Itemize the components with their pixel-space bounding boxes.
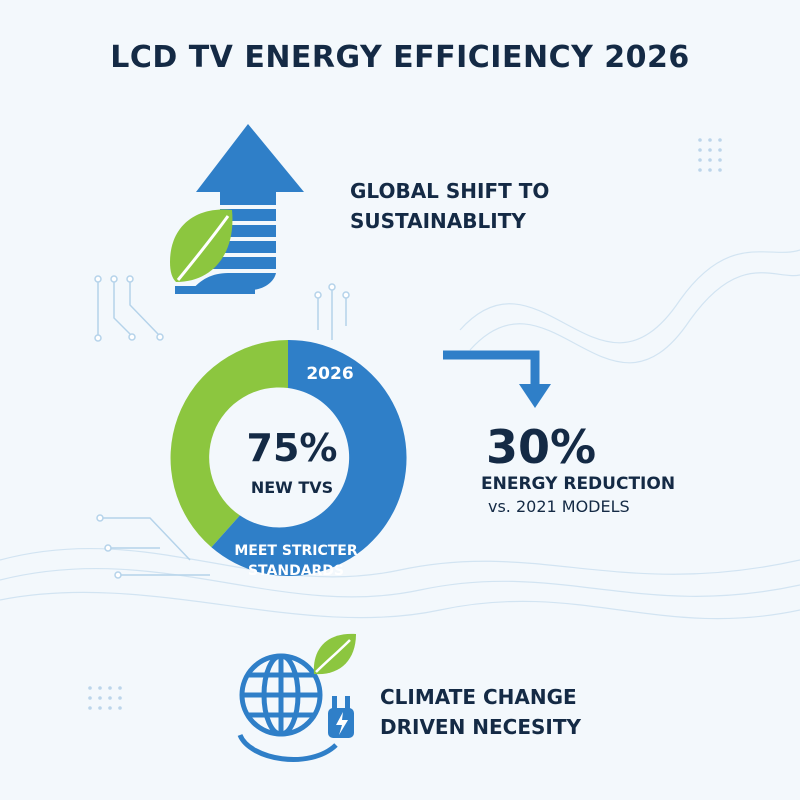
leaf-icon	[170, 209, 233, 282]
shift-caption: GLOBAL SHIFT TO SUSTAINABLITY	[350, 176, 549, 236]
climate-line-2: DRIVEN NECESITY	[380, 715, 581, 739]
reduction-comparison: vs. 2021 MODELS	[488, 497, 630, 516]
climate-caption: CLIMATE CHANGE DRIVEN NECESITY	[380, 682, 581, 742]
globe-icon	[239, 653, 323, 737]
shift-line-2: SUSTAINABLITY	[350, 209, 526, 233]
reduction-label: ENERGY REDUCTION	[481, 474, 676, 494]
climate-line-1: CLIMATE CHANGE	[380, 685, 577, 709]
standards-line-2: STANDARDS	[247, 563, 345, 579]
donut-green-segment	[170, 340, 288, 548]
reduction-value: 30%	[486, 420, 597, 474]
donut-standards-label: MEET STRICTER STANDARDS	[226, 541, 366, 581]
plug-icon	[237, 696, 354, 762]
donut-percent-label: 75%	[246, 426, 338, 470]
shift-line-1: GLOBAL SHIFT TO	[350, 179, 550, 203]
donut-sublabel: NEW TVS	[250, 478, 334, 497]
arrow-up-icon	[175, 124, 304, 294]
donut-year-label: 2026	[306, 364, 354, 384]
donut-blue-segment	[211, 339, 407, 576]
dot-grid-decoration	[88, 138, 722, 710]
donut-chart	[170, 339, 407, 576]
background-waves	[0, 249, 800, 620]
leaf-icon	[313, 633, 356, 675]
circuit-decoration	[94, 275, 350, 579]
page-title: LCD TV ENERGY EFFICIENCY 2026	[110, 40, 690, 75]
standards-line-1: MEET STRICTER	[234, 543, 358, 559]
arrow-down-right-icon	[443, 350, 551, 408]
